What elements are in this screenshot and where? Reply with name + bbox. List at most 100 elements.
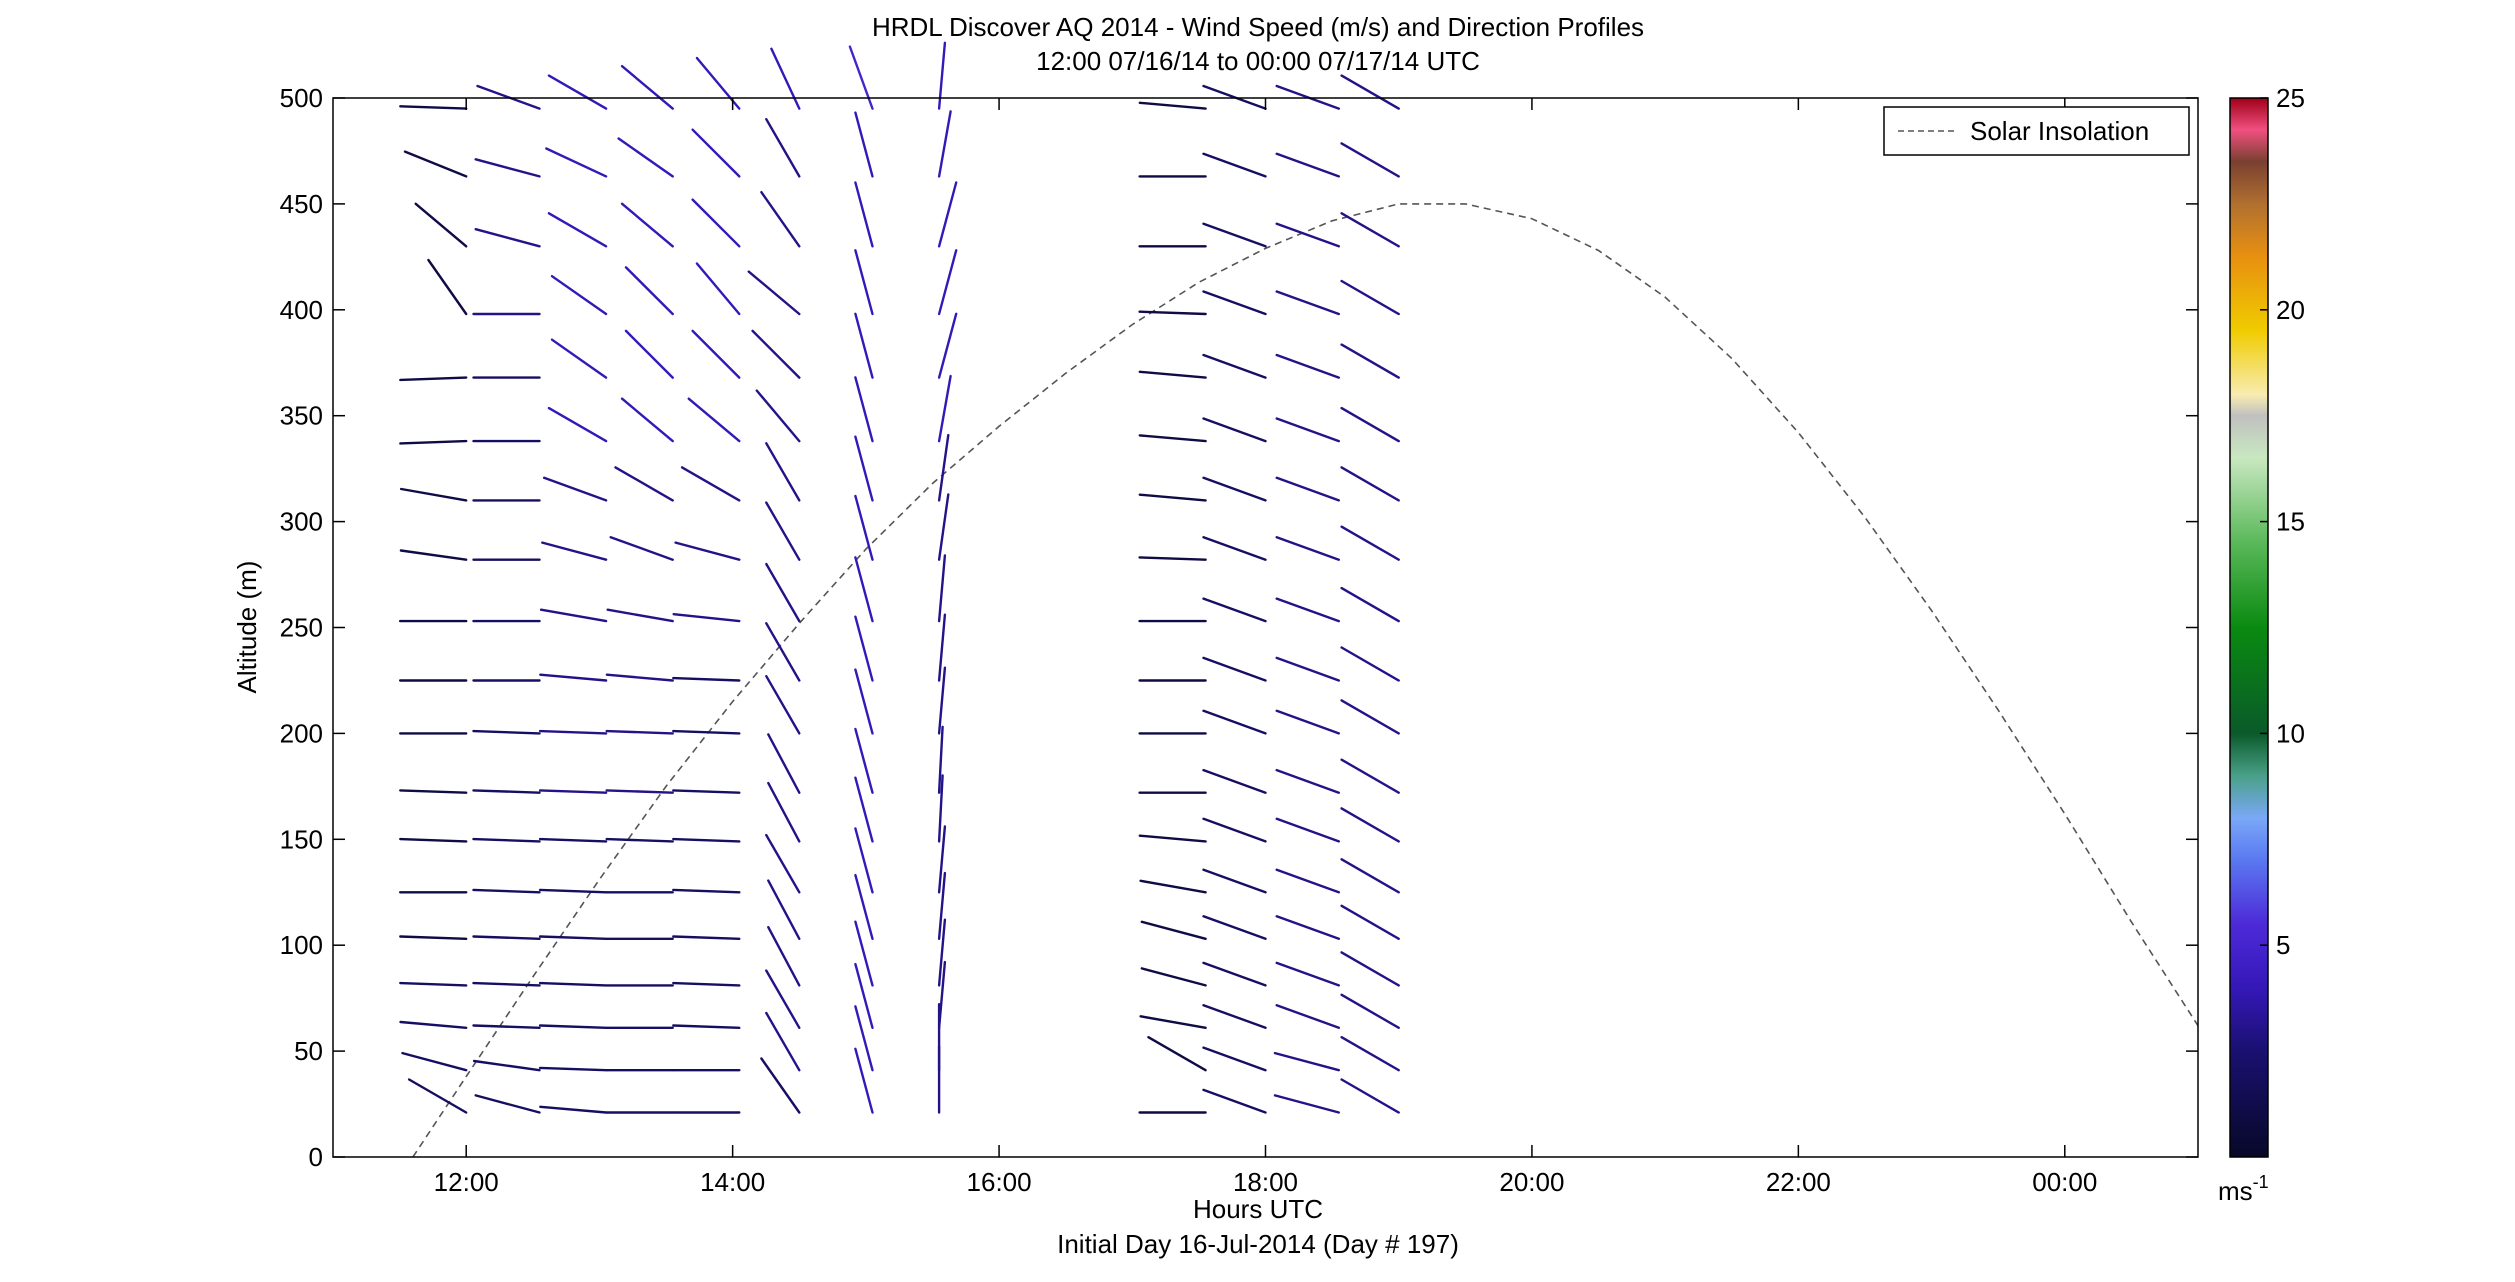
wind-barb — [538, 789, 608, 794]
wind-barb — [1340, 212, 1400, 248]
wind-barb — [472, 1059, 541, 1072]
wind-barb — [472, 729, 541, 735]
wind-barb — [1275, 868, 1341, 894]
wind-barb — [691, 128, 741, 178]
wind-barb — [614, 466, 674, 502]
wind-barb — [1202, 476, 1267, 502]
wind-barb — [1340, 646, 1400, 682]
wind-barb — [1139, 879, 1207, 894]
wind-barb — [1340, 951, 1400, 987]
solar-insolation-layer — [412, 203, 2198, 1157]
wind-barb — [414, 202, 468, 248]
wind-barb — [1275, 709, 1341, 735]
wind-barb — [854, 1047, 874, 1114]
wind-barb — [854, 827, 874, 894]
wind-barb — [1202, 417, 1267, 443]
plot-area — [333, 98, 2198, 1157]
wind-barb — [399, 1020, 468, 1030]
wind-barb — [474, 158, 541, 178]
wind-barb — [1202, 961, 1267, 987]
wind-barb — [1202, 709, 1267, 735]
wind-barb — [399, 549, 468, 561]
wind-barb — [937, 110, 952, 178]
wind-barb — [1138, 310, 1207, 316]
wind-barb — [620, 397, 674, 443]
colorbar-unit-exp: -1 — [2253, 1172, 2269, 1192]
wind-barb — [407, 1078, 468, 1114]
wind-barb — [1340, 699, 1400, 735]
wind-barb — [854, 873, 874, 940]
y-tick-label: 400 — [280, 295, 323, 325]
wind-barb — [1138, 370, 1207, 379]
wind-barb — [1340, 586, 1400, 623]
wind-barb — [854, 249, 874, 316]
wind-barb — [399, 789, 468, 794]
solar-insolation-line — [412, 203, 2198, 1157]
wind-barb — [1275, 597, 1341, 623]
wind-barb — [399, 837, 468, 843]
y-tick-label: 250 — [280, 613, 323, 643]
legend: Solar Insolation — [1883, 106, 2190, 156]
wind-barb — [854, 615, 874, 682]
wind-barb — [767, 926, 801, 987]
colorbar-tick-label: 5 — [2276, 930, 2290, 960]
wind-barb — [765, 562, 801, 623]
wind-barb — [605, 673, 674, 682]
y-axis-label: Altitude (m) — [232, 561, 262, 694]
wind-barb — [609, 536, 674, 561]
wind-barb — [401, 1051, 468, 1072]
y-tick-label: 0 — [309, 1142, 323, 1172]
wind-barb — [427, 258, 468, 316]
wind-barb — [672, 613, 741, 623]
wind-barb — [1202, 868, 1267, 894]
colorbar-tick-label: 15 — [2276, 507, 2305, 537]
wind-barb — [1273, 1051, 1341, 1072]
wind-barb — [1340, 142, 1400, 178]
wind-barb — [687, 397, 741, 443]
wind-barb — [620, 64, 674, 110]
wind-barb — [1275, 353, 1341, 379]
wind-barb — [854, 435, 874, 502]
wind-barb — [624, 329, 674, 379]
wind-barb — [751, 329, 801, 379]
wind-barb — [1275, 536, 1341, 561]
wind-barb — [538, 1024, 608, 1030]
wind-barb — [1147, 1035, 1207, 1072]
wind-barb — [854, 920, 874, 987]
wind-barb — [1273, 1094, 1341, 1114]
wind-barb — [538, 1066, 608, 1072]
wind-barb — [1275, 417, 1341, 443]
wind-barb — [1140, 967, 1207, 987]
wind-barb — [760, 1057, 801, 1114]
wind-barb — [672, 676, 741, 682]
wind-barb — [765, 833, 801, 894]
wind-barb — [691, 198, 741, 248]
colorbar-bar — [2229, 97, 2269, 1158]
wind-barb — [854, 376, 874, 443]
wind-barb — [547, 406, 608, 443]
wind-barb — [1139, 1015, 1207, 1030]
wind-barb — [767, 781, 801, 843]
wind-barb — [538, 888, 608, 894]
wind-barb — [403, 150, 468, 178]
x-tick-label: 12:00 — [434, 1167, 499, 1197]
wind-barb — [1340, 904, 1400, 940]
y-tick-label: 50 — [294, 1036, 323, 1066]
wind-barb — [672, 935, 741, 940]
wind-barb — [1340, 343, 1400, 379]
wind-barb — [1138, 834, 1207, 843]
wind-barb — [399, 105, 468, 110]
wind-barb — [937, 725, 944, 794]
wind-barb — [620, 202, 674, 248]
x-tick-label: 20:00 — [1499, 1167, 1564, 1197]
wind-barb — [854, 776, 874, 843]
wind-barb — [937, 554, 947, 623]
wind-barb — [547, 212, 608, 248]
wind-barb — [472, 888, 541, 894]
wind-barb — [1202, 536, 1267, 561]
y-tick-label: 300 — [280, 507, 323, 537]
wind-barb — [399, 981, 468, 987]
wind-barb — [1275, 961, 1341, 987]
wind-barb — [767, 733, 801, 794]
wind-barb — [606, 608, 674, 623]
